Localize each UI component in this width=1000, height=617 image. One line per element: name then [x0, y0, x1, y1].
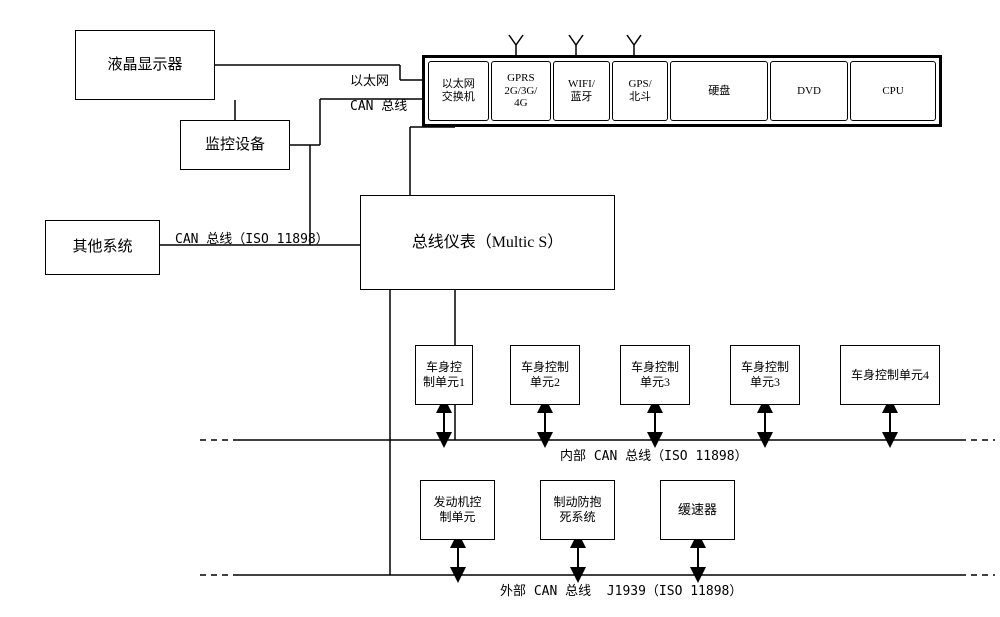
rack-slot-label-5: DVD: [797, 85, 821, 98]
label-canIso1: CAN 总线（ISO 11898）: [175, 228, 329, 247]
rack-slot-label-6: CPU: [882, 85, 903, 98]
rack-slot-label-3: GPS/ 北斗: [628, 78, 651, 103]
rack-slot-1: GPRS 2G/3G/ 4G: [491, 61, 552, 121]
box-bcu3: 车身控制 单元3: [620, 345, 690, 405]
box-label-other: 其他系统: [72, 238, 132, 257]
box-bcu3b: 车身控制 单元3: [730, 345, 800, 405]
box-label-bcu3b: 车身控制 单元3: [741, 360, 789, 390]
box-monitor: 监控设备: [180, 120, 290, 170]
rack-slot-2: WIFI/ 蓝牙: [553, 61, 610, 121]
label-innerBus: 内部 CAN 总线（ISO 11898）: [560, 445, 748, 464]
rack-slot-label-0: 以太网 交换机: [442, 78, 475, 103]
box-other: 其他系统: [45, 220, 160, 275]
rack-slot-6: CPU: [850, 61, 936, 121]
box-label-retarder: 缓速器: [678, 502, 717, 518]
rack-slot-3: GPS/ 北斗: [612, 61, 669, 121]
box-central: 总线仪表（Multic S）: [360, 195, 615, 290]
box-bcu2: 车身控制 单元2: [510, 345, 580, 405]
rack-slot-label-1: GPRS 2G/3G/ 4G: [504, 72, 537, 110]
box-label-monitor: 监控设备: [205, 136, 265, 155]
box-label-bcu1: 车身控 制单元1: [423, 360, 465, 390]
box-lcd: 液晶显示器: [75, 30, 215, 100]
box-ecu: 发动机控 制单元: [420, 480, 495, 540]
label-eth: 以太网: [350, 70, 389, 89]
module-rack: 以太网 交换机 GPRS 2G/3G/ 4G WIFI/ 蓝牙 GPS/ 北斗 硬盘 DV…: [422, 55, 942, 127]
label-canbus: CAN 总线: [350, 95, 407, 114]
box-label-bcu2: 车身控制 单元2: [521, 360, 569, 390]
box-label-abs: 制动防抱 死系统: [553, 495, 601, 525]
box-bcu1: 车身控 制单元1: [415, 345, 473, 405]
box-label-central: 总线仪表（Multic S）: [412, 233, 564, 253]
rack-slot-4: 硬盘: [670, 61, 768, 121]
box-label-lcd: 液晶显示器: [107, 56, 182, 75]
rack-slot-label-2: WIFI/ 蓝牙: [568, 78, 595, 103]
box-label-ecu: 发动机控 制单元: [433, 495, 481, 525]
box-retarder: 缓速器: [660, 480, 735, 540]
box-label-bcu3: 车身控制 单元3: [631, 360, 679, 390]
rack-slot-5: DVD: [770, 61, 848, 121]
box-bcu4: 车身控制单元4: [840, 345, 940, 405]
rack-slot-0: 以太网 交换机: [428, 61, 489, 121]
box-label-bcu4: 车身控制单元4: [851, 368, 929, 383]
rack-slot-label-4: 硬盘: [708, 85, 730, 98]
label-outerBus: 外部 CAN 总线 J1939（ISO 11898）: [500, 580, 742, 599]
box-abs: 制动防抱 死系统: [540, 480, 615, 540]
